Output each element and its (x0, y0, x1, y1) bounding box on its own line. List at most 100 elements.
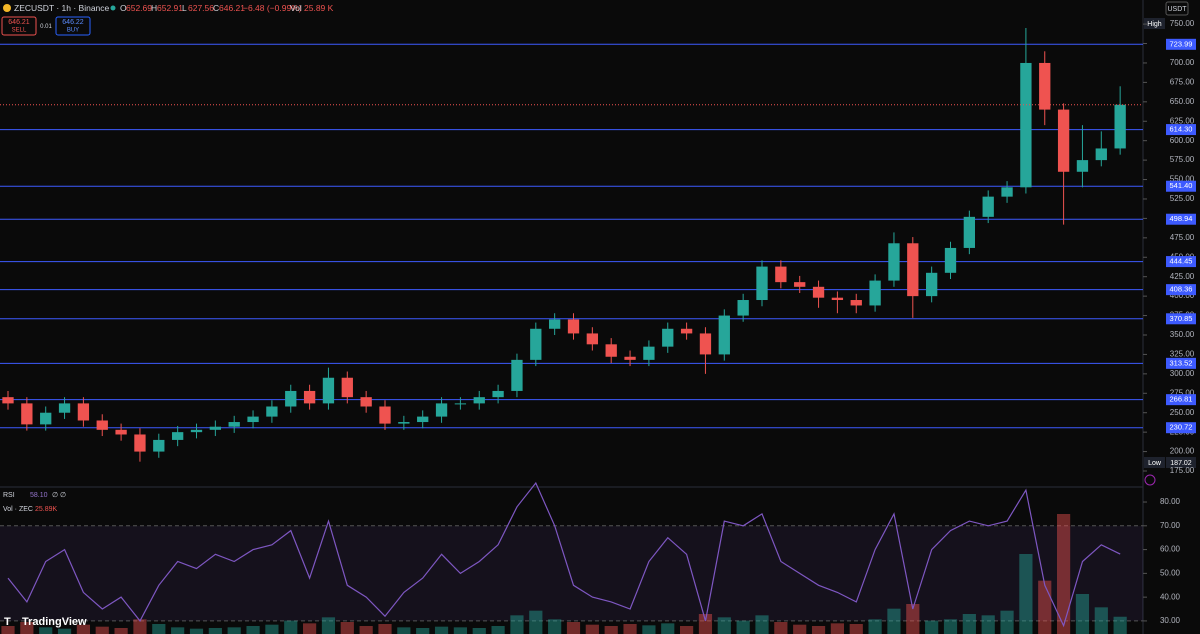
level-badge (1166, 38, 1196, 50)
candle-body (1114, 104, 1126, 149)
candle-body (1001, 187, 1013, 197)
volume-bar (265, 624, 279, 634)
rsi-line (7, 481, 1121, 628)
volume-bar (20, 622, 34, 634)
volume-bar (453, 627, 467, 634)
candle-body (379, 406, 391, 424)
volume-bar (1000, 610, 1014, 634)
volume-bar (416, 628, 430, 634)
rsi-tick-label: 60.00 (1160, 545, 1181, 554)
y-tick-label: 575.00 (1170, 155, 1195, 164)
candle-body (492, 390, 504, 398)
candle-body (548, 319, 561, 329)
level-label: 266.81 (1170, 395, 1193, 404)
level-badge (1166, 422, 1196, 434)
volume-bar (152, 624, 166, 634)
ohlc-value: 627.56 (188, 3, 214, 13)
candle-body (153, 439, 165, 452)
rsi-tick-label: 70.00 (1160, 521, 1181, 530)
level-label: 498.94 (1170, 214, 1193, 223)
candle-body (775, 266, 787, 283)
ohlc: O 652.69 H 652.91 L 627.56 C 646.21 (120, 3, 245, 13)
y-tick-label: 600.00 (1170, 136, 1195, 145)
ohlc-value: 652.91 (157, 3, 183, 13)
rsi-value: 58.10 (30, 492, 48, 499)
ohlc-value: 646.21 (219, 3, 245, 13)
buy-label[interactable]: BUY (67, 28, 79, 34)
alert-icon[interactable] (1144, 474, 1156, 486)
volume-bar (698, 614, 713, 634)
volume-bar (680, 626, 694, 634)
candle-body (586, 333, 599, 345)
level-badge (1166, 213, 1196, 225)
currency[interactable]: USDT (1167, 6, 1187, 13)
candle-body (944, 247, 957, 273)
candle-body (812, 286, 825, 298)
candle-body (1057, 109, 1070, 172)
candle-body (718, 315, 730, 355)
y-tick-label: 625.00 (1170, 116, 1195, 125)
sell-price[interactable]: 646.21 (8, 19, 30, 26)
rsi-tick-label: 80.00 (1160, 497, 1181, 506)
brand[interactable]: TradingView (22, 616, 87, 628)
level-badge (1166, 180, 1196, 192)
sell-button[interactable] (1, 16, 37, 36)
candle-body (850, 300, 862, 306)
y-tick-label: 650.00 (1170, 97, 1195, 106)
candle-body (907, 243, 919, 297)
change: −6.48 (−0.99%) (243, 3, 302, 13)
level-label: 614.30 (1170, 125, 1193, 134)
volume-bar (1, 626, 15, 634)
candle-body (115, 429, 127, 435)
candle-body (285, 390, 297, 407)
candle-body (247, 416, 259, 423)
candle-body (1020, 62, 1032, 188)
volume-bar (171, 627, 185, 634)
buy-button[interactable] (55, 16, 91, 36)
ohlc-key: H (151, 3, 157, 13)
candle-body (360, 397, 372, 407)
candle-body (341, 377, 353, 398)
y-tick-label: 750.00 (1170, 19, 1195, 28)
level-label: 723.99 (1170, 39, 1193, 48)
brand-logo[interactable]: T (4, 616, 11, 628)
ohlc-key: O (120, 3, 127, 13)
buy-price[interactable]: 646.22 (62, 19, 84, 26)
candle-body (398, 422, 410, 424)
candle-body (266, 406, 278, 417)
volume-bar (76, 624, 90, 634)
level-label: 230.72 (1170, 423, 1193, 432)
candle-body (77, 403, 90, 421)
spread: 0.01 (40, 24, 52, 30)
volume-bar (774, 622, 788, 634)
volume-bar (1113, 616, 1127, 634)
low-value-badge (1166, 457, 1196, 468)
level-label: 444.45 (1170, 257, 1193, 266)
sell-label[interactable]: SELL (12, 28, 27, 34)
volume-bar (246, 626, 260, 634)
volume-bar (793, 624, 807, 634)
level-label: 408.36 (1170, 285, 1193, 294)
volume-bar (811, 626, 826, 634)
volume-bar (114, 628, 128, 634)
level-badge (1166, 124, 1196, 136)
candle-body (662, 328, 674, 347)
y-tick-label: 475.00 (1170, 233, 1195, 242)
rsi-tick-label: 40.00 (1160, 592, 1181, 601)
volume-bar (661, 623, 675, 634)
rsi-extra: ∅ ∅ (52, 492, 66, 499)
volume-bar (284, 620, 298, 634)
volume-bar (1075, 594, 1090, 634)
candle-body (209, 426, 222, 430)
currency-box[interactable] (1165, 1, 1189, 16)
volume-bar (303, 623, 317, 634)
volume-bar (95, 626, 109, 634)
y-tick-label: 700.00 (1170, 58, 1195, 67)
volume-bar (585, 624, 599, 634)
high-label: High (1147, 21, 1162, 28)
volume-bar (604, 626, 618, 634)
volume-bar (434, 626, 449, 634)
volume-bar (378, 624, 392, 634)
level-label: 313.52 (1170, 358, 1193, 367)
